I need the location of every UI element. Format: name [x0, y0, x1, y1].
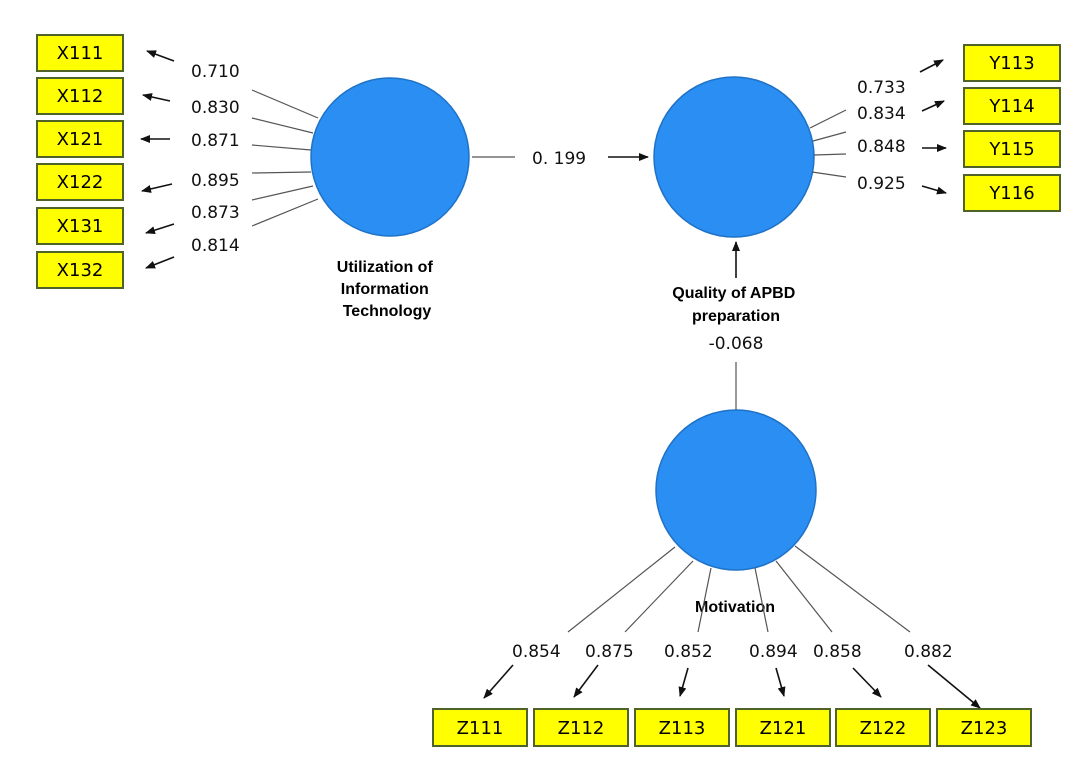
indicator-label: Z123 — [961, 718, 1008, 739]
indicator-label: X132 — [57, 260, 104, 281]
construct-name-quality: Quality of APBD preparation — [672, 285, 799, 325]
arrow-x131 — [145, 223, 175, 235]
loading-label: 0.852 — [664, 642, 713, 662]
loading-label: 0.710 — [191, 62, 240, 82]
x-loading-paths — [140, 50, 319, 269]
arrow-z112 — [573, 664, 599, 698]
indicator-z113: Z113 — [634, 708, 730, 747]
indicator-z121: Z121 — [735, 708, 831, 747]
z-loading-paths — [483, 545, 981, 709]
indicator-label: Y116 — [988, 183, 1034, 204]
arrow-z111 — [483, 664, 514, 699]
loading-label: 0.834 — [857, 104, 906, 124]
arrow-x111 — [146, 50, 175, 62]
loading-label: 0.848 — [857, 137, 906, 157]
indicator-label: Z112 — [558, 718, 605, 739]
loading-label: 0.830 — [191, 98, 240, 118]
indicator-x121: X121 — [36, 120, 124, 158]
arrow-x132 — [145, 256, 175, 269]
loading-label: 0.895 — [191, 171, 240, 191]
construct-name-motivation: Motivation — [695, 599, 775, 616]
indicator-label: Z111 — [457, 718, 504, 739]
loading-label: 0.925 — [857, 174, 906, 194]
loading-label: 0.871 — [191, 131, 240, 151]
loading-label: 0.873 — [191, 203, 240, 223]
indicator-label: Z122 — [860, 718, 907, 739]
indicator-x132: X132 — [36, 251, 124, 289]
construct-motivation — [655, 409, 817, 571]
loading-label: 0.875 — [585, 642, 634, 662]
arrow-y114 — [921, 100, 945, 112]
indicator-y114: Y114 — [963, 87, 1061, 125]
indicator-z123: Z123 — [936, 708, 1032, 747]
z-indicator-group: Z111 Z112 Z113 Z121 Z122 Z123 — [432, 708, 1032, 747]
loading-label: 0.894 — [749, 642, 798, 662]
loading-label: 0.814 — [191, 236, 240, 256]
z-loading-labels: 0.854 0.875 0.852 0.894 0.858 0.882 — [512, 642, 953, 662]
indicator-label: X131 — [57, 216, 104, 237]
loading-label: 0.733 — [857, 78, 906, 98]
construct-quality-apbd — [653, 76, 815, 238]
indicator-x111: X111 — [36, 34, 124, 72]
indicator-x131: X131 — [36, 207, 124, 245]
arrow-z113 — [678, 667, 689, 697]
indicator-y115: Y115 — [963, 130, 1061, 168]
arrow-y116 — [921, 185, 947, 195]
indicator-label: X122 — [57, 172, 104, 193]
y-indicator-group: Y113 Y114 Y115 Y116 — [963, 44, 1061, 212]
indicator-y113: Y113 — [963, 44, 1061, 82]
indicator-label: X121 — [57, 129, 104, 150]
indicator-label: Y114 — [988, 96, 1034, 117]
loading-label: 0.858 — [813, 642, 862, 662]
arrow-z121 — [775, 667, 786, 697]
path-coefficient-motivation-quality: -0.068 — [709, 334, 764, 354]
indicator-label: Y115 — [988, 139, 1034, 160]
construct-utilization-it — [310, 77, 470, 237]
path-coefficient-it-quality: 0. 199 — [532, 149, 586, 169]
indicator-z112: Z112 — [533, 708, 629, 747]
construct-name-it: Utilization of Information Technology — [337, 259, 437, 320]
x-loading-labels: 0.710 0.830 0.871 0.895 0.873 0.814 — [191, 62, 240, 256]
loading-label: 0.882 — [904, 642, 953, 662]
indicator-label: Z121 — [760, 718, 807, 739]
arrow-x122 — [141, 183, 173, 193]
indicator-x122: X122 — [36, 163, 124, 201]
indicator-z122: Z122 — [835, 708, 931, 747]
y-loading-labels: 0.733 0.834 0.848 0.925 — [857, 78, 906, 194]
indicator-y116: Y116 — [963, 174, 1061, 212]
indicator-label: Z113 — [659, 718, 706, 739]
indicator-z111: Z111 — [432, 708, 528, 747]
indicator-x112: X112 — [36, 77, 124, 115]
indicator-label: Y113 — [988, 53, 1034, 74]
indicator-label: X112 — [57, 86, 104, 107]
arrow-x112 — [142, 93, 171, 102]
arrow-y113 — [919, 59, 944, 73]
x-indicator-group: X111 X112 X121 X122 X131 X132 — [36, 34, 124, 289]
indicator-label: X111 — [57, 43, 104, 64]
arrow-z122 — [852, 667, 882, 698]
arrow-z123 — [927, 664, 981, 709]
y-loading-paths — [809, 59, 947, 195]
loading-label: 0.854 — [512, 642, 561, 662]
